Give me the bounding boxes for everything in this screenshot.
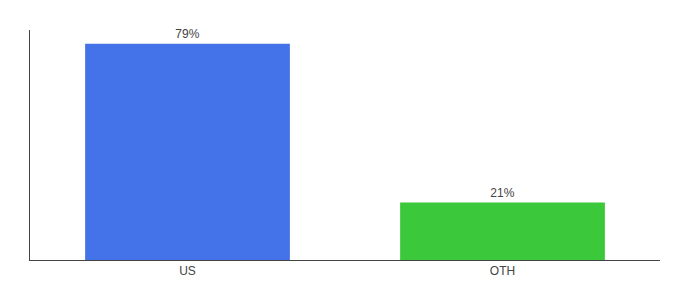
svg-text:US: US <box>179 264 196 278</box>
svg-text:79%: 79% <box>175 27 199 41</box>
svg-text:21%: 21% <box>490 186 514 200</box>
svg-text:OTH: OTH <box>490 264 515 278</box>
